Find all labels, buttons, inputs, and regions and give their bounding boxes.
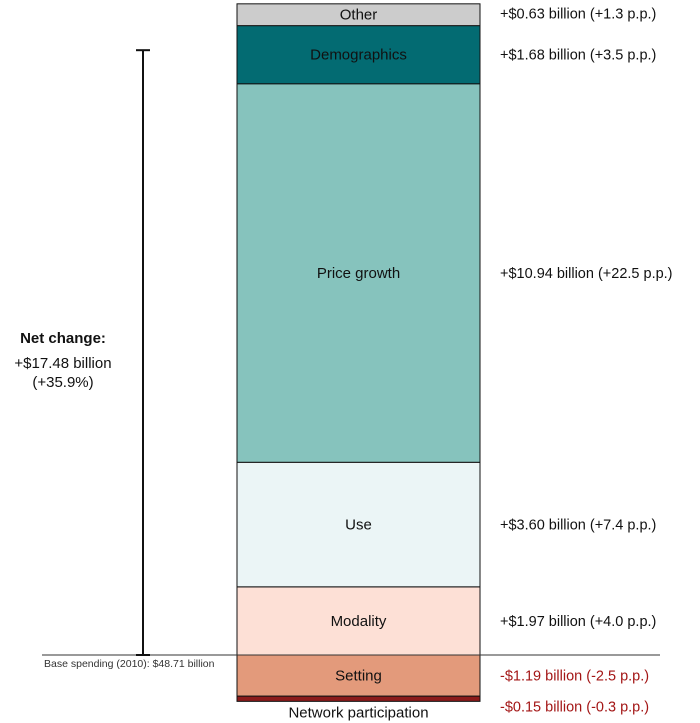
bar-network-participation <box>236 695 481 702</box>
value-label-setting: -$1.19 billion (-2.5 p.p.) <box>500 669 649 685</box>
base-spending-label: Base spending (2010): $48.71 billion <box>44 658 215 670</box>
segment-label-use: Use <box>345 517 372 534</box>
bar-setting <box>236 654 481 697</box>
bar-price-growth <box>236 83 481 463</box>
bar-other <box>236 3 481 27</box>
value-label-demographics: +$1.68 billion (+3.5 p.p.) <box>500 48 656 64</box>
bar-modality <box>236 586 481 656</box>
value-label-modality: +$1.97 billion (+4.0 p.p.) <box>500 614 656 630</box>
bar-demographics <box>236 25 481 85</box>
value-label-other: +$0.63 billion (+1.3 p.p.) <box>500 7 656 23</box>
net-change-title: Net change: <box>20 330 106 347</box>
segment-label-setting: Setting <box>335 668 382 685</box>
segment-label-other: Other <box>340 7 378 24</box>
segment-label-demographics: Demographics <box>310 47 407 64</box>
value-label-network-participation: -$0.15 billion (-0.3 p.p.) <box>500 699 649 715</box>
net-change-amount: +$17.48 billion <box>14 355 111 372</box>
segment-label-price-growth: Price growth <box>317 265 400 282</box>
net-change-percent: (+35.9%) <box>32 374 93 391</box>
value-label-use: +$3.60 billion (+7.4 p.p.) <box>500 518 656 534</box>
segment-label-modality: Modality <box>331 613 387 630</box>
segment-label-network-participation: Network participation <box>288 704 428 721</box>
value-label-price-growth: +$10.94 billion (+22.5 p.p.) <box>500 266 673 282</box>
